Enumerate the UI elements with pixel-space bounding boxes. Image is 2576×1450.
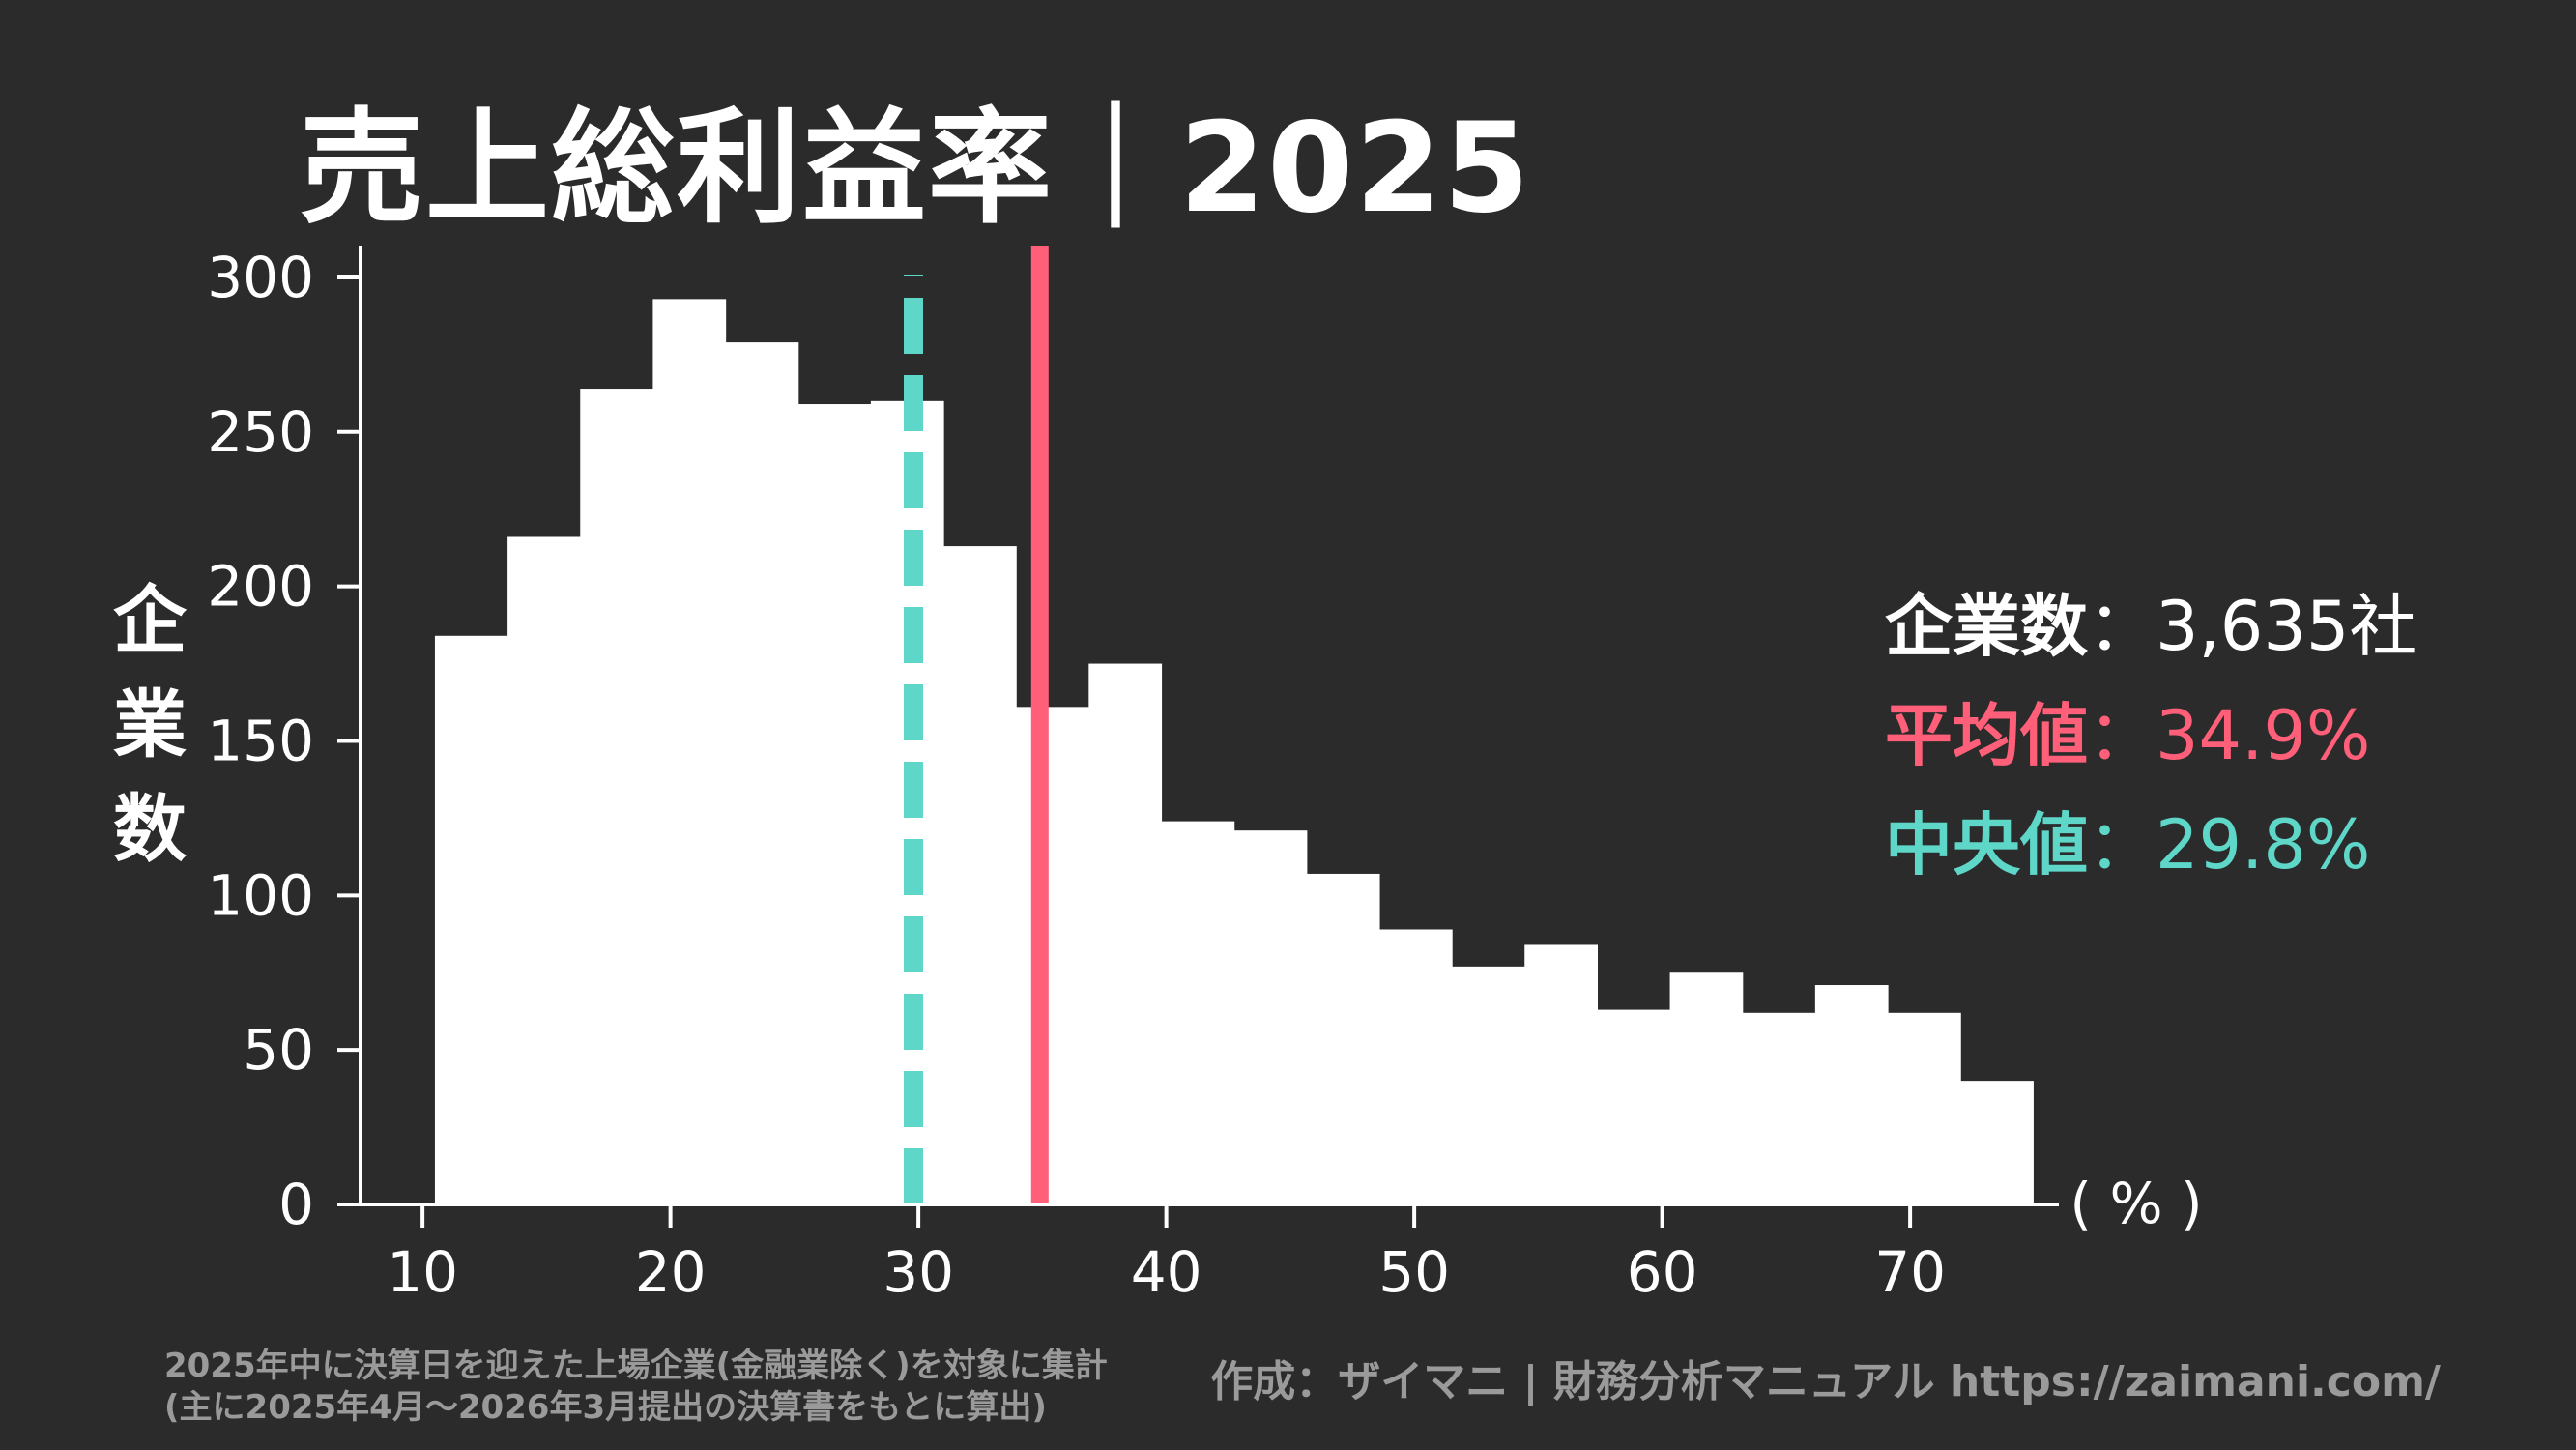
x-tick-label: 70: [1874, 1239, 1946, 1305]
credit-text: 作成：ザイマニ | 財務分析マニュアル https://zaimani.com/: [1210, 1357, 2441, 1406]
y-tick-label: 150: [207, 708, 314, 773]
footnote-line-2: (主に2025年4月～2026年3月提出の決算書をもとに算出): [164, 1388, 1047, 1427]
x-tick-label: 30: [883, 1239, 954, 1305]
histogram-bar: [507, 536, 581, 1204]
y-tick-label: 250: [207, 399, 314, 465]
stat-median: 中央値：29.8%: [1885, 791, 2370, 888]
histogram-bar: [580, 389, 654, 1204]
x-tick-label: 60: [1627, 1239, 1698, 1305]
y-axis-label-char: 業: [113, 682, 187, 768]
footnote-line-1: 2025年中に決算日を迎えた上場企業(金融業除く)を対象に集計: [164, 1347, 1108, 1385]
histogram-bar: [1524, 944, 1599, 1204]
stat-count-label: 企業数: [1885, 587, 2088, 666]
stat-mean-value: ：34.9%: [2088, 696, 2371, 775]
histogram-bar: [434, 635, 508, 1204]
histogram-bar: [1306, 873, 1380, 1204]
x-axis-unit: ( % ): [2069, 1171, 2202, 1236]
y-tick-label: 0: [278, 1172, 314, 1237]
histogram-bar: [1742, 1012, 1816, 1204]
histogram-bar: [1088, 663, 1163, 1204]
x-tick-label: 40: [1131, 1239, 1202, 1305]
histogram-bar: [1161, 821, 1235, 1204]
histogram-bar: [652, 299, 727, 1204]
y-tick-label: 50: [243, 1017, 314, 1083]
stat-count-value: ：3,635社: [2088, 587, 2417, 666]
histogram-bar: [1452, 966, 1525, 1204]
histogram-bar: [1233, 830, 1308, 1204]
x-tick-label: 20: [635, 1239, 707, 1305]
axes: [359, 246, 2059, 1206]
histogram-bar: [1016, 707, 1089, 1204]
histogram-bar: [1814, 985, 1889, 1204]
y-tick-label: 200: [207, 554, 314, 620]
histogram-bar: [1597, 1009, 1671, 1204]
stat-company-count: 企業数：3,635社: [1885, 572, 2417, 670]
histogram-bar: [797, 404, 872, 1204]
stat-median-label: 中央値: [1885, 805, 2088, 884]
x-tick-label: 50: [1378, 1239, 1450, 1305]
y-axis-ticks: 0 50 100 150 200 250 300: [207, 245, 361, 1237]
histogram-bars: [434, 299, 2034, 1205]
histogram-bar: [1669, 972, 1744, 1204]
histogram-bar: [1888, 1012, 1961, 1204]
chart-title: 売上総利益率｜2025: [300, 97, 1532, 241]
stat-median-value: ：29.8%: [2088, 805, 2371, 884]
histogram-bar: [725, 342, 799, 1205]
histogram-bar: [943, 546, 1017, 1204]
y-tick-label: 300: [207, 245, 314, 310]
y-tick-label: 100: [207, 862, 314, 928]
y-axis-label-char: 数: [113, 786, 187, 872]
y-axis-label: 企業数: [113, 577, 188, 872]
stat-mean-label: 平均値: [1885, 696, 2088, 775]
stat-mean: 平均値：34.9%: [1885, 682, 2370, 779]
histogram-bar: [1960, 1081, 2034, 1204]
x-tick-label: 10: [387, 1239, 458, 1305]
x-axis-ticks: 10 20 30 40 50 60 70: [387, 1204, 1946, 1305]
histogram-bar: [1378, 929, 1453, 1204]
y-axis-label-char: 企: [113, 577, 188, 663]
